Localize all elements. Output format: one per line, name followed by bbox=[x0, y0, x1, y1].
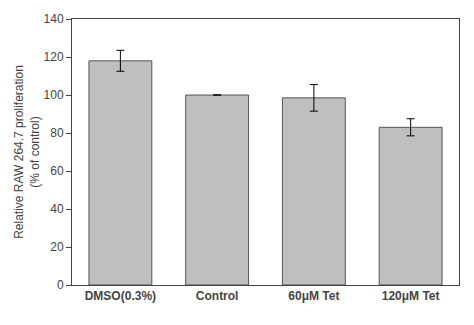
svg-text:DMSO(0.3%): DMSO(0.3%) bbox=[85, 289, 156, 303]
svg-text:0: 0 bbox=[57, 278, 64, 292]
svg-text:60μM Tet: 60μM Tet bbox=[288, 289, 339, 303]
svg-text:20: 20 bbox=[50, 240, 64, 254]
svg-text:120μM Tet: 120μM Tet bbox=[382, 289, 440, 303]
svg-text:120: 120 bbox=[44, 50, 64, 64]
svg-text:40: 40 bbox=[50, 202, 64, 216]
svg-text:Control: Control bbox=[196, 289, 239, 303]
svg-text:60: 60 bbox=[50, 164, 64, 178]
svg-text:80: 80 bbox=[50, 126, 64, 140]
svg-text:Relative RAW 264.7 proliferati: Relative RAW 264.7 proliferation(% of co… bbox=[12, 65, 42, 239]
svg-text:100: 100 bbox=[44, 88, 64, 102]
svg-text:140: 140 bbox=[44, 12, 64, 26]
